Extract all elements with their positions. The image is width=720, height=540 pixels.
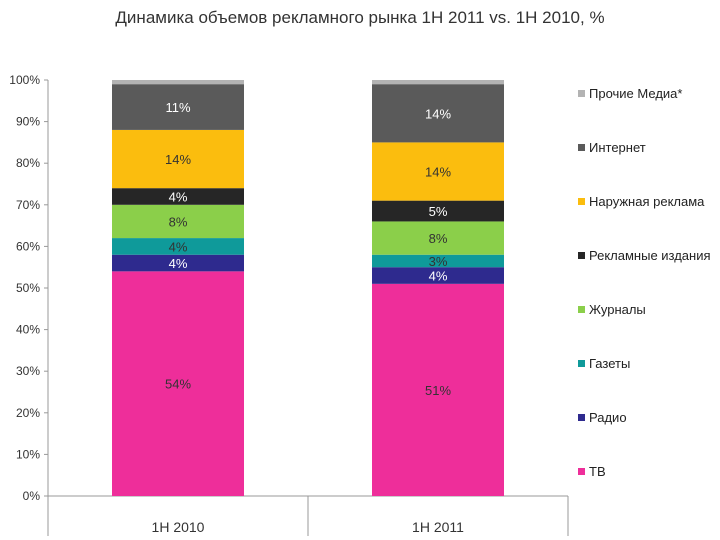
legend-swatch (578, 198, 585, 205)
legend-swatch (578, 306, 585, 313)
data-label: 4% (169, 239, 188, 254)
y-tick-label: 80% (16, 156, 40, 170)
y-tick-label: 0% (23, 489, 41, 503)
bar-segment (372, 80, 504, 85)
bar-segment (372, 283, 504, 496)
bar-segment (372, 221, 504, 255)
bar-segment (112, 204, 244, 239)
chart-bars: 54%4%4%8%4%14%11%51%4%3%8%5%14%14% (112, 80, 504, 496)
data-label: 8% (429, 231, 448, 246)
legend-swatch (578, 252, 585, 259)
data-label: 14% (425, 165, 451, 180)
legend-label: Журналы (589, 302, 646, 317)
legend-swatch (578, 468, 585, 475)
bar-segment (112, 238, 244, 255)
y-tick-label: 90% (16, 115, 40, 129)
bar-segment (112, 188, 244, 205)
legend-label: Рекламные издания (589, 248, 711, 263)
legend-swatch (578, 90, 585, 97)
bar-segment (372, 200, 504, 222)
data-label: 54% (165, 377, 191, 392)
data-label: 4% (169, 189, 188, 204)
y-tick-label: 50% (16, 281, 40, 295)
data-label: 3% (429, 254, 448, 269)
chart-axes: 0% 10% 20% 30% 40% 50% 60% 70% 80% 90% 100% 1H 2010… (9, 73, 569, 536)
y-tick-label: 40% (16, 323, 40, 337)
y-tick-label: 60% (16, 239, 40, 253)
legend-label: Прочие Медиа* (589, 86, 682, 101)
data-label: 4% (429, 269, 448, 284)
legend-label: ТВ (589, 464, 606, 479)
bar-segment (112, 84, 244, 130)
bar-segment (112, 129, 244, 189)
chart-title: Динамика объемов рекламного рынка 1H 201… (115, 8, 605, 27)
data-label: 4% (169, 256, 188, 271)
data-label: 14% (165, 152, 191, 167)
bar-segment (372, 142, 504, 201)
legend-swatch (578, 360, 585, 367)
bar-segment (372, 267, 504, 284)
legend-swatch (578, 144, 585, 151)
data-label: 8% (169, 214, 188, 229)
x-category-label: 1H 2010 (152, 519, 205, 535)
y-tick-label: 10% (16, 447, 40, 461)
data-label: 51% (425, 383, 451, 398)
y-tick-label: 100% (9, 73, 40, 87)
y-tick-label: 70% (16, 198, 40, 212)
bar-segment (372, 84, 504, 143)
legend-label: Газеты (589, 356, 630, 371)
bar-segment (372, 254, 504, 268)
legend-swatch (578, 414, 585, 421)
legend-label: Радио (589, 410, 627, 425)
data-label: 14% (425, 106, 451, 121)
chart-legend: Прочие Медиа* Интернет Наружная реклама Рек… (578, 86, 711, 479)
data-label: 5% (429, 204, 448, 219)
bar-segment (112, 80, 244, 85)
legend-label: Интернет (589, 140, 646, 155)
data-label: 11% (165, 100, 190, 115)
bar-segment (112, 271, 244, 496)
x-category-label: 1H 2011 (412, 519, 464, 535)
y-tick-label: 30% (16, 364, 40, 378)
y-tick-label: 20% (16, 406, 40, 420)
legend-label: Наружная реклама (589, 194, 705, 209)
bar-segment (112, 254, 244, 272)
